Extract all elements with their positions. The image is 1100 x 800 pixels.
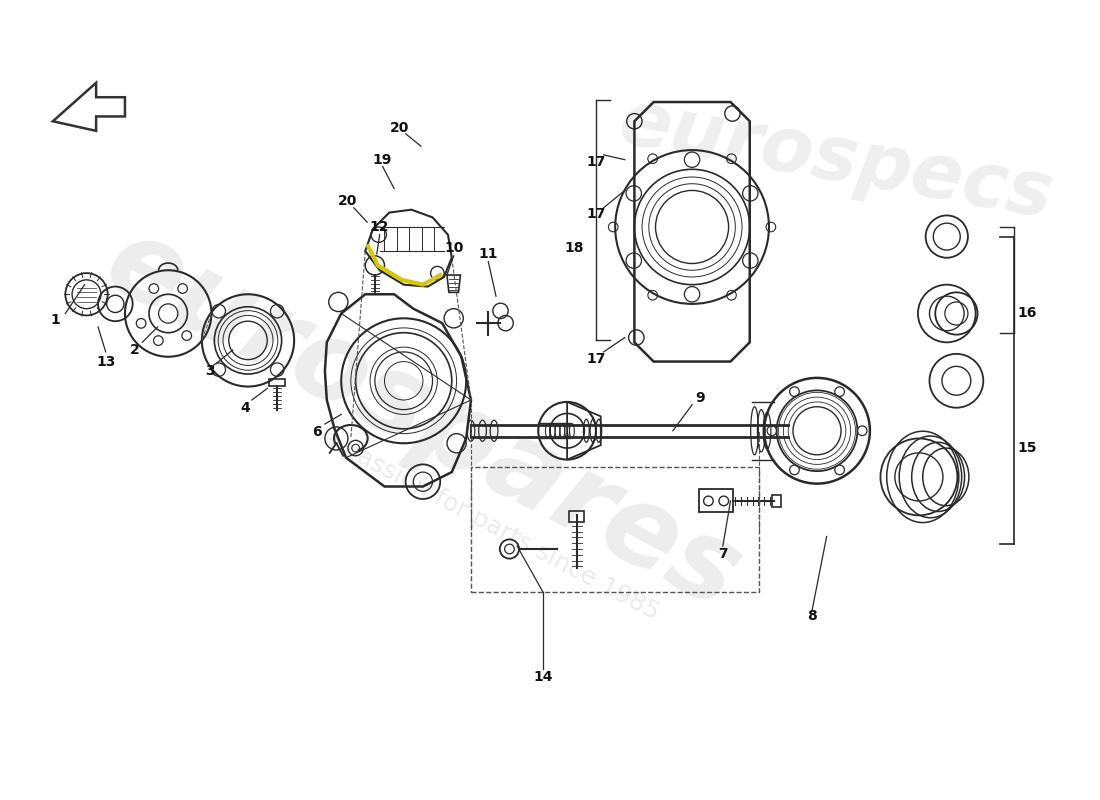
Text: 20: 20 — [390, 121, 409, 135]
Text: a passion for parts since 1985: a passion for parts since 1985 — [318, 426, 663, 624]
Text: 17: 17 — [586, 154, 606, 169]
Text: 6: 6 — [312, 425, 322, 438]
Text: 14: 14 — [534, 670, 553, 684]
Text: 17: 17 — [586, 207, 606, 222]
Text: 20: 20 — [339, 194, 358, 208]
Text: 11: 11 — [478, 247, 498, 261]
Text: 18: 18 — [565, 241, 584, 255]
Text: 19: 19 — [373, 153, 393, 166]
Text: 1: 1 — [51, 314, 60, 327]
Text: 7: 7 — [718, 546, 727, 561]
Text: 2: 2 — [130, 343, 140, 357]
Text: 3: 3 — [205, 364, 214, 378]
Text: 8: 8 — [807, 610, 817, 623]
Text: 17: 17 — [586, 352, 606, 366]
Text: 16: 16 — [1018, 306, 1036, 321]
Text: 13: 13 — [96, 354, 115, 369]
Text: 12: 12 — [370, 220, 389, 234]
Text: eurospecs: eurospecs — [614, 85, 1059, 234]
Text: eurospares: eurospares — [88, 207, 758, 631]
Text: 10: 10 — [444, 241, 463, 255]
Text: 15: 15 — [1018, 441, 1036, 455]
Text: 4: 4 — [240, 401, 250, 414]
Text: 9: 9 — [695, 391, 705, 405]
